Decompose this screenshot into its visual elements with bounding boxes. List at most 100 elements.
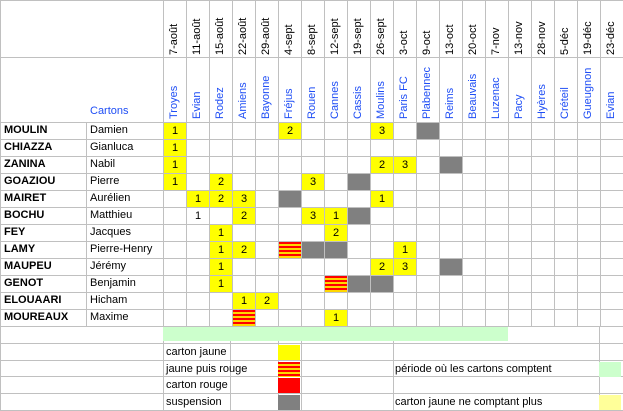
card-count: 3 [309, 210, 317, 222]
grid-vline [0, 0, 1, 411]
match-date-19: 23-déc [605, 21, 617, 55]
grid-hline [0, 275, 623, 276]
match-date-14: 7-nov [490, 27, 502, 55]
match-date-13: 20-oct [467, 24, 479, 55]
player-last-name: GENOT [4, 277, 44, 289]
legend-yellow-red-swatch [278, 362, 300, 377]
grid-vline [301, 327, 302, 411]
yellow-card-cell [233, 293, 255, 309]
grid-hline [0, 224, 623, 225]
suspension-cell [325, 242, 347, 258]
card-count: 2 [240, 244, 248, 256]
yellow-card-cell [394, 259, 416, 275]
yellow-card-cell [302, 208, 324, 224]
card-count: 1 [332, 312, 340, 324]
match-date-9: 26-sept [375, 18, 387, 55]
card-count: 1 [332, 210, 340, 222]
card-count: 1 [217, 278, 225, 290]
legend-red-label: carton rouge [166, 379, 228, 391]
period-band [163, 327, 508, 341]
grid-hline [0, 207, 623, 208]
opponent-15: Pacy [513, 94, 525, 119]
opponent-8: Cassis [352, 85, 364, 119]
card-count: 1 [171, 176, 179, 188]
yellow-card-cell [394, 157, 416, 173]
match-date-11: 9-oct [421, 30, 433, 55]
grid-vline [278, 0, 279, 327]
card-count: 1 [401, 244, 409, 256]
match-date-10: 3-oct [398, 30, 410, 55]
opponent-9: Moulins [375, 81, 387, 119]
player-first-name: Maxime [90, 311, 129, 323]
legend-expired-label: carton jaune ne comptant plus [395, 396, 543, 408]
grid-hline [0, 57, 623, 58]
match-date-8: 19-sept [352, 18, 364, 55]
card-count: 2 [240, 210, 248, 222]
player-last-name: MOULIN [4, 124, 48, 136]
suspension-cell [440, 259, 462, 275]
grid-vline [255, 0, 256, 327]
match-date-6: 8-sept [306, 24, 318, 55]
match-date-0: 7-août [168, 23, 180, 55]
opponent-11: Plabennec [421, 67, 433, 119]
card-count: 2 [378, 159, 386, 171]
grid-hline [0, 326, 623, 327]
opponent-1: Evian [191, 91, 203, 119]
match-date-4: 29-août [260, 17, 272, 55]
grid-vline [347, 0, 348, 327]
card-count: 1 [378, 193, 386, 205]
grid-vline [370, 0, 371, 327]
grid-vline [324, 0, 325, 327]
suspension-cell [279, 191, 301, 207]
card-count: 2 [378, 261, 386, 273]
suspension-cell [371, 276, 393, 292]
suspension-cell [348, 208, 370, 224]
grid-vline [393, 0, 394, 327]
grid-hline [0, 376, 623, 377]
card-count: 2 [217, 193, 225, 205]
yellow-card-cell [394, 242, 416, 258]
card-count: 1 [171, 125, 179, 137]
opponent-0: Troyes [168, 85, 180, 119]
grid-vline [230, 327, 231, 411]
yellow-card-cell [233, 191, 255, 207]
opponent-4: Bayonne [260, 75, 272, 119]
opponent-6: Rouen [306, 86, 318, 119]
grid-hline [0, 173, 623, 174]
yellow-card-cell [164, 140, 186, 156]
grid-vline [232, 0, 233, 327]
legend-period-swatch [599, 362, 621, 377]
card-count: 1 [217, 261, 225, 273]
grid-vline [393, 327, 394, 411]
yellow-card-cell [256, 293, 278, 309]
card-count: 2 [332, 227, 340, 239]
grid-vline [600, 0, 601, 327]
yellow-card-cell [325, 208, 347, 224]
yellow-card-cell [233, 208, 255, 224]
suspension-cell [348, 174, 370, 190]
yellow-card-cell [325, 310, 347, 326]
yellow-then-red-cell [325, 276, 347, 292]
player-last-name: GOAZIOU [4, 175, 56, 187]
legend-period-label: période où les cartons comptent [395, 363, 552, 375]
grid-vline [439, 0, 440, 327]
suspension-cell [302, 242, 324, 258]
suspension-cell [440, 157, 462, 173]
yellow-card-cell [210, 174, 232, 190]
opponent-13: Beauvais [467, 73, 479, 119]
yellow-card-cell [302, 174, 324, 190]
match-date-17: 5-déc [559, 27, 571, 55]
yellow-card-cell [210, 225, 232, 241]
grid-vline [508, 0, 509, 327]
yellow-card-cell [371, 123, 393, 139]
grid-vline [416, 0, 417, 327]
player-first-name: Aurélien [90, 192, 131, 204]
card-count: 1 [171, 142, 179, 154]
player-first-name: Nabil [90, 158, 116, 170]
yellow-card-cell [210, 259, 232, 275]
player-first-name: Jacques [90, 226, 131, 238]
card-count: 1 [194, 210, 202, 222]
card-count: 1 [217, 244, 225, 256]
yellow-card-cell [210, 276, 232, 292]
grid-vline [163, 0, 164, 327]
